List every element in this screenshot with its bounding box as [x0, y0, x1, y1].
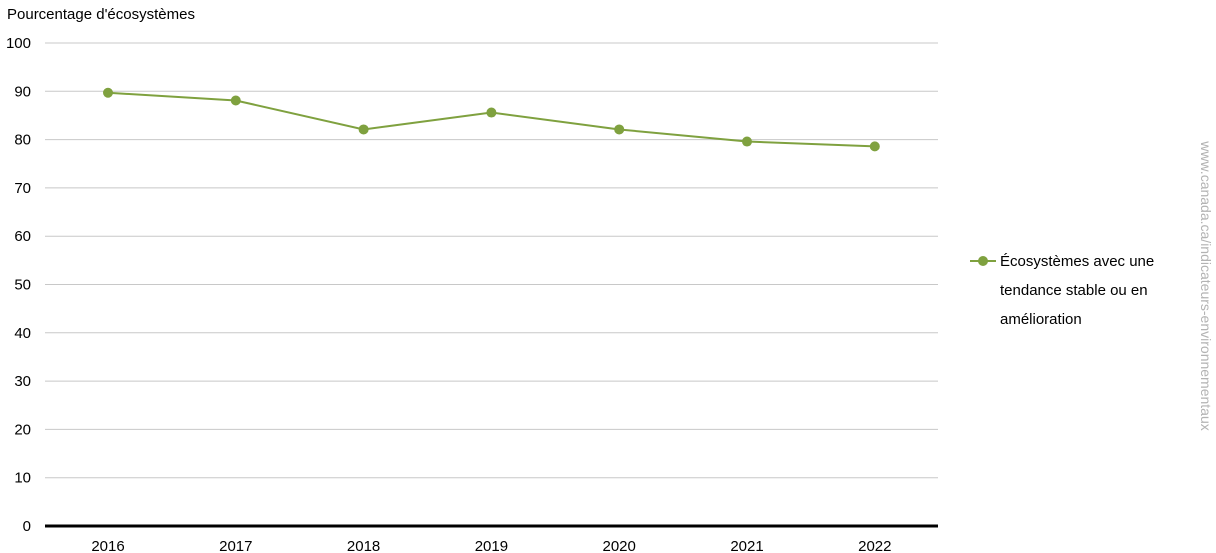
data-point-2020 [614, 124, 625, 135]
data-point-2018 [358, 124, 369, 135]
x-tick-label: 2021 [730, 538, 763, 553]
y-tick-label: 30 [14, 373, 31, 390]
y-tick-label: 100 [6, 35, 31, 52]
y-tick-label: 40 [14, 325, 31, 342]
y-tick-label: 0 [23, 518, 31, 535]
x-tick-label: 2018 [347, 538, 380, 553]
y-tick-label: 70 [14, 180, 31, 197]
x-tick-label: 2022 [858, 538, 891, 553]
series-line [107, 91, 875, 148]
y-tick-label: 10 [14, 470, 31, 487]
x-tick-label: 2017 [219, 538, 252, 553]
y-tick-label: 50 [14, 277, 31, 294]
x-axis-ticks: 2016 2017 2018 2019 2020 2021 2022 [91, 538, 891, 553]
watermark-url: www.canada.ca/indicateurs-environnementa… [1198, 141, 1214, 431]
series-layer [103, 87, 880, 152]
y-tick-label: 60 [14, 228, 31, 245]
data-point-2021 [742, 136, 752, 147]
legend-marker [970, 248, 996, 274]
legend: Écosystèmes avec une tendance stable ou … [970, 248, 1180, 334]
x-tick-label: 2016 [91, 538, 124, 553]
data-point-2016 [103, 87, 113, 98]
y-tick-label: 90 [14, 83, 31, 100]
y-tick-label: 20 [14, 421, 31, 438]
gridlines [45, 42, 938, 479]
legend-label: Écosystèmes avec une tendance stable ou … [1000, 253, 1155, 328]
x-tick-label: 2019 [475, 538, 508, 553]
x-tick-label: 2020 [603, 538, 636, 553]
data-point-2022 [869, 141, 880, 152]
y-axis-ticks: 0 10 20 30 40 50 60 70 80 90 100 [6, 35, 31, 535]
y-axis-title: Pourcentage d'écosystèmes [7, 6, 195, 23]
data-point-2019 [486, 107, 497, 118]
y-tick-label: 80 [14, 132, 31, 149]
data-point-2017 [230, 95, 241, 106]
